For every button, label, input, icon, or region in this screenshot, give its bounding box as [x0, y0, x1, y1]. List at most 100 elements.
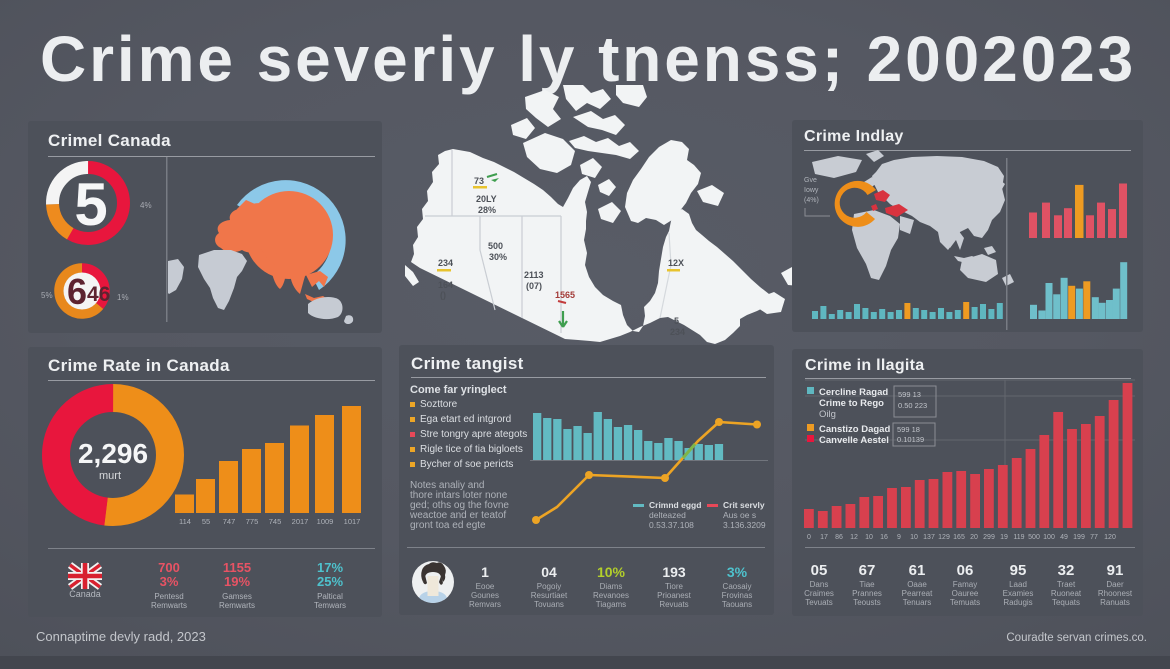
svg-text:49: 49: [1060, 534, 1068, 541]
svg-text:25%: 25%: [317, 574, 343, 589]
svg-text:Revuats: Revuats: [659, 600, 688, 609]
svg-text:Notes analiy and: Notes analiy and: [410, 480, 485, 491]
svg-text:Rhoonest: Rhoonest: [1098, 589, 1133, 598]
svg-text:Diams: Diams: [600, 582, 623, 591]
svg-text:thore intars loter none: thore intars loter none: [410, 490, 508, 501]
svg-text:599 18: 599 18: [897, 425, 920, 434]
svg-text:10: 10: [865, 534, 873, 541]
svg-text:10: 10: [910, 534, 918, 541]
svg-text:Pogoiy: Pogoiy: [537, 582, 561, 591]
svg-text:Prioanest: Prioanest: [657, 591, 692, 600]
svg-text:Cercline Ragad: Cercline Ragad: [819, 387, 888, 398]
svg-text:120: 120: [1104, 534, 1116, 541]
svg-text:20: 20: [970, 534, 978, 541]
svg-text:Canstizo Dagad: Canstizo Dagad: [819, 424, 890, 435]
svg-text:Ruoneat: Ruoneat: [1051, 589, 1082, 598]
svg-text:Temuats: Temuats: [950, 598, 980, 607]
svg-text:86: 86: [835, 534, 843, 541]
svg-text:0: 0: [807, 534, 811, 541]
svg-text:775: 775: [246, 517, 259, 526]
svg-text:1565: 1565: [555, 290, 575, 300]
svg-text:77: 77: [1090, 534, 1098, 541]
svg-text:Daer: Daer: [1106, 580, 1124, 589]
svg-text:500: 500: [1028, 534, 1040, 541]
svg-text:Traet: Traet: [1057, 580, 1076, 589]
svg-text:1009: 1009: [317, 517, 334, 526]
svg-text:28%: 28%: [478, 205, 496, 215]
svg-text:100: 100: [1043, 534, 1055, 541]
svg-text:1155: 1155: [223, 560, 251, 575]
svg-text:Ranuats: Ranuats: [1100, 598, 1130, 607]
svg-text:delteazed: delteazed: [649, 510, 686, 520]
svg-text:700: 700: [158, 560, 180, 575]
svg-text:Pearreat: Pearreat: [902, 589, 933, 598]
svg-text:06: 06: [957, 562, 974, 579]
svg-text:199: 199: [1073, 534, 1085, 541]
svg-text:Gve: Gve: [804, 177, 817, 184]
svg-text:3.136.3209: 3.136.3209: [723, 520, 766, 530]
svg-text:0.10139: 0.10139: [897, 435, 924, 444]
svg-text:12: 12: [850, 534, 858, 541]
svg-text:19%: 19%: [224, 574, 250, 589]
svg-text:12X: 12X: [668, 258, 684, 268]
svg-text:165: 165: [953, 534, 965, 541]
svg-text:299: 299: [983, 534, 995, 541]
svg-text:Revanoes: Revanoes: [593, 591, 629, 600]
svg-text:Prannes: Prannes: [852, 589, 882, 598]
svg-text:1: 1: [481, 564, 489, 580]
svg-text:129: 129: [938, 534, 950, 541]
svg-text:0.50 223: 0.50 223: [898, 401, 927, 410]
svg-text:Crimnd eggd: Crimnd eggd: [649, 500, 701, 510]
svg-text:Remvars: Remvars: [469, 600, 501, 609]
svg-text:Pentesd: Pentesd: [154, 592, 183, 601]
svg-text:Oilg: Oilg: [819, 409, 836, 420]
svg-text:Tiae: Tiae: [859, 580, 875, 589]
svg-text:2017: 2017: [292, 517, 309, 526]
svg-text:ged; oths og the fovne: ged; oths og the fovne: [410, 500, 509, 511]
svg-text:Teousts: Teousts: [853, 598, 881, 607]
svg-text:234: 234: [438, 258, 453, 268]
svg-text:Iowy: Iowy: [804, 187, 819, 194]
svg-text:67: 67: [859, 562, 876, 579]
svg-text:Canvelle Aestel: Canvelle Aestel: [819, 435, 889, 446]
svg-text:Remwarts: Remwarts: [151, 601, 187, 610]
svg-text:30%: 30%: [489, 252, 507, 262]
svg-text:17%: 17%: [317, 560, 343, 575]
svg-text:114: 114: [179, 517, 191, 526]
svg-text:119: 119: [1013, 534, 1024, 541]
svg-text:137: 137: [923, 534, 935, 541]
svg-text:4%: 4%: [140, 201, 152, 210]
svg-text:234: 234: [670, 327, 685, 337]
svg-text:745: 745: [269, 517, 282, 526]
svg-text:16: 16: [880, 534, 888, 541]
svg-text:500: 500: [488, 241, 503, 251]
svg-text:gront toa ed egte: gront toa ed egte: [410, 520, 486, 531]
svg-text:Famay: Famay: [953, 580, 977, 589]
svg-text:19: 19: [1000, 534, 1008, 541]
svg-text:05: 05: [811, 562, 828, 579]
svg-text:20LY: 20LY: [476, 194, 497, 204]
svg-text:04: 04: [541, 564, 557, 580]
svg-text:Stre tongry apre ategots: Stre tongry apre ategots: [420, 429, 527, 440]
svg-text:Temwars: Temwars: [314, 601, 346, 610]
svg-text:Taouans: Taouans: [722, 600, 752, 609]
svg-text:46: 46: [87, 283, 110, 306]
svg-text:Oauree: Oauree: [952, 589, 979, 598]
svg-text:193: 193: [662, 564, 686, 580]
svg-text:Rigle tice of tia bigloets: Rigle tice of tia bigloets: [420, 444, 523, 455]
svg-text:murt: murt: [99, 470, 121, 482]
svg-text:5: 5: [674, 316, 679, 326]
svg-text:3%: 3%: [727, 564, 748, 580]
svg-text:Radugis: Radugis: [1003, 598, 1032, 607]
svg-text:1017: 1017: [344, 517, 361, 526]
svg-text:61: 61: [909, 562, 926, 579]
svg-text:Canada: Canada: [69, 589, 101, 599]
svg-text:Tovuans: Tovuans: [534, 600, 564, 609]
svg-text:Bycher of soe pericts: Bycher of soe pericts: [420, 459, 513, 470]
svg-text:1%: 1%: [117, 293, 129, 302]
svg-text:747: 747: [223, 517, 236, 526]
svg-text:91: 91: [1107, 562, 1124, 579]
svg-text:95: 95: [1010, 562, 1027, 579]
svg-text:Tiore: Tiore: [665, 582, 683, 591]
svg-text:164: 164: [438, 280, 453, 290]
